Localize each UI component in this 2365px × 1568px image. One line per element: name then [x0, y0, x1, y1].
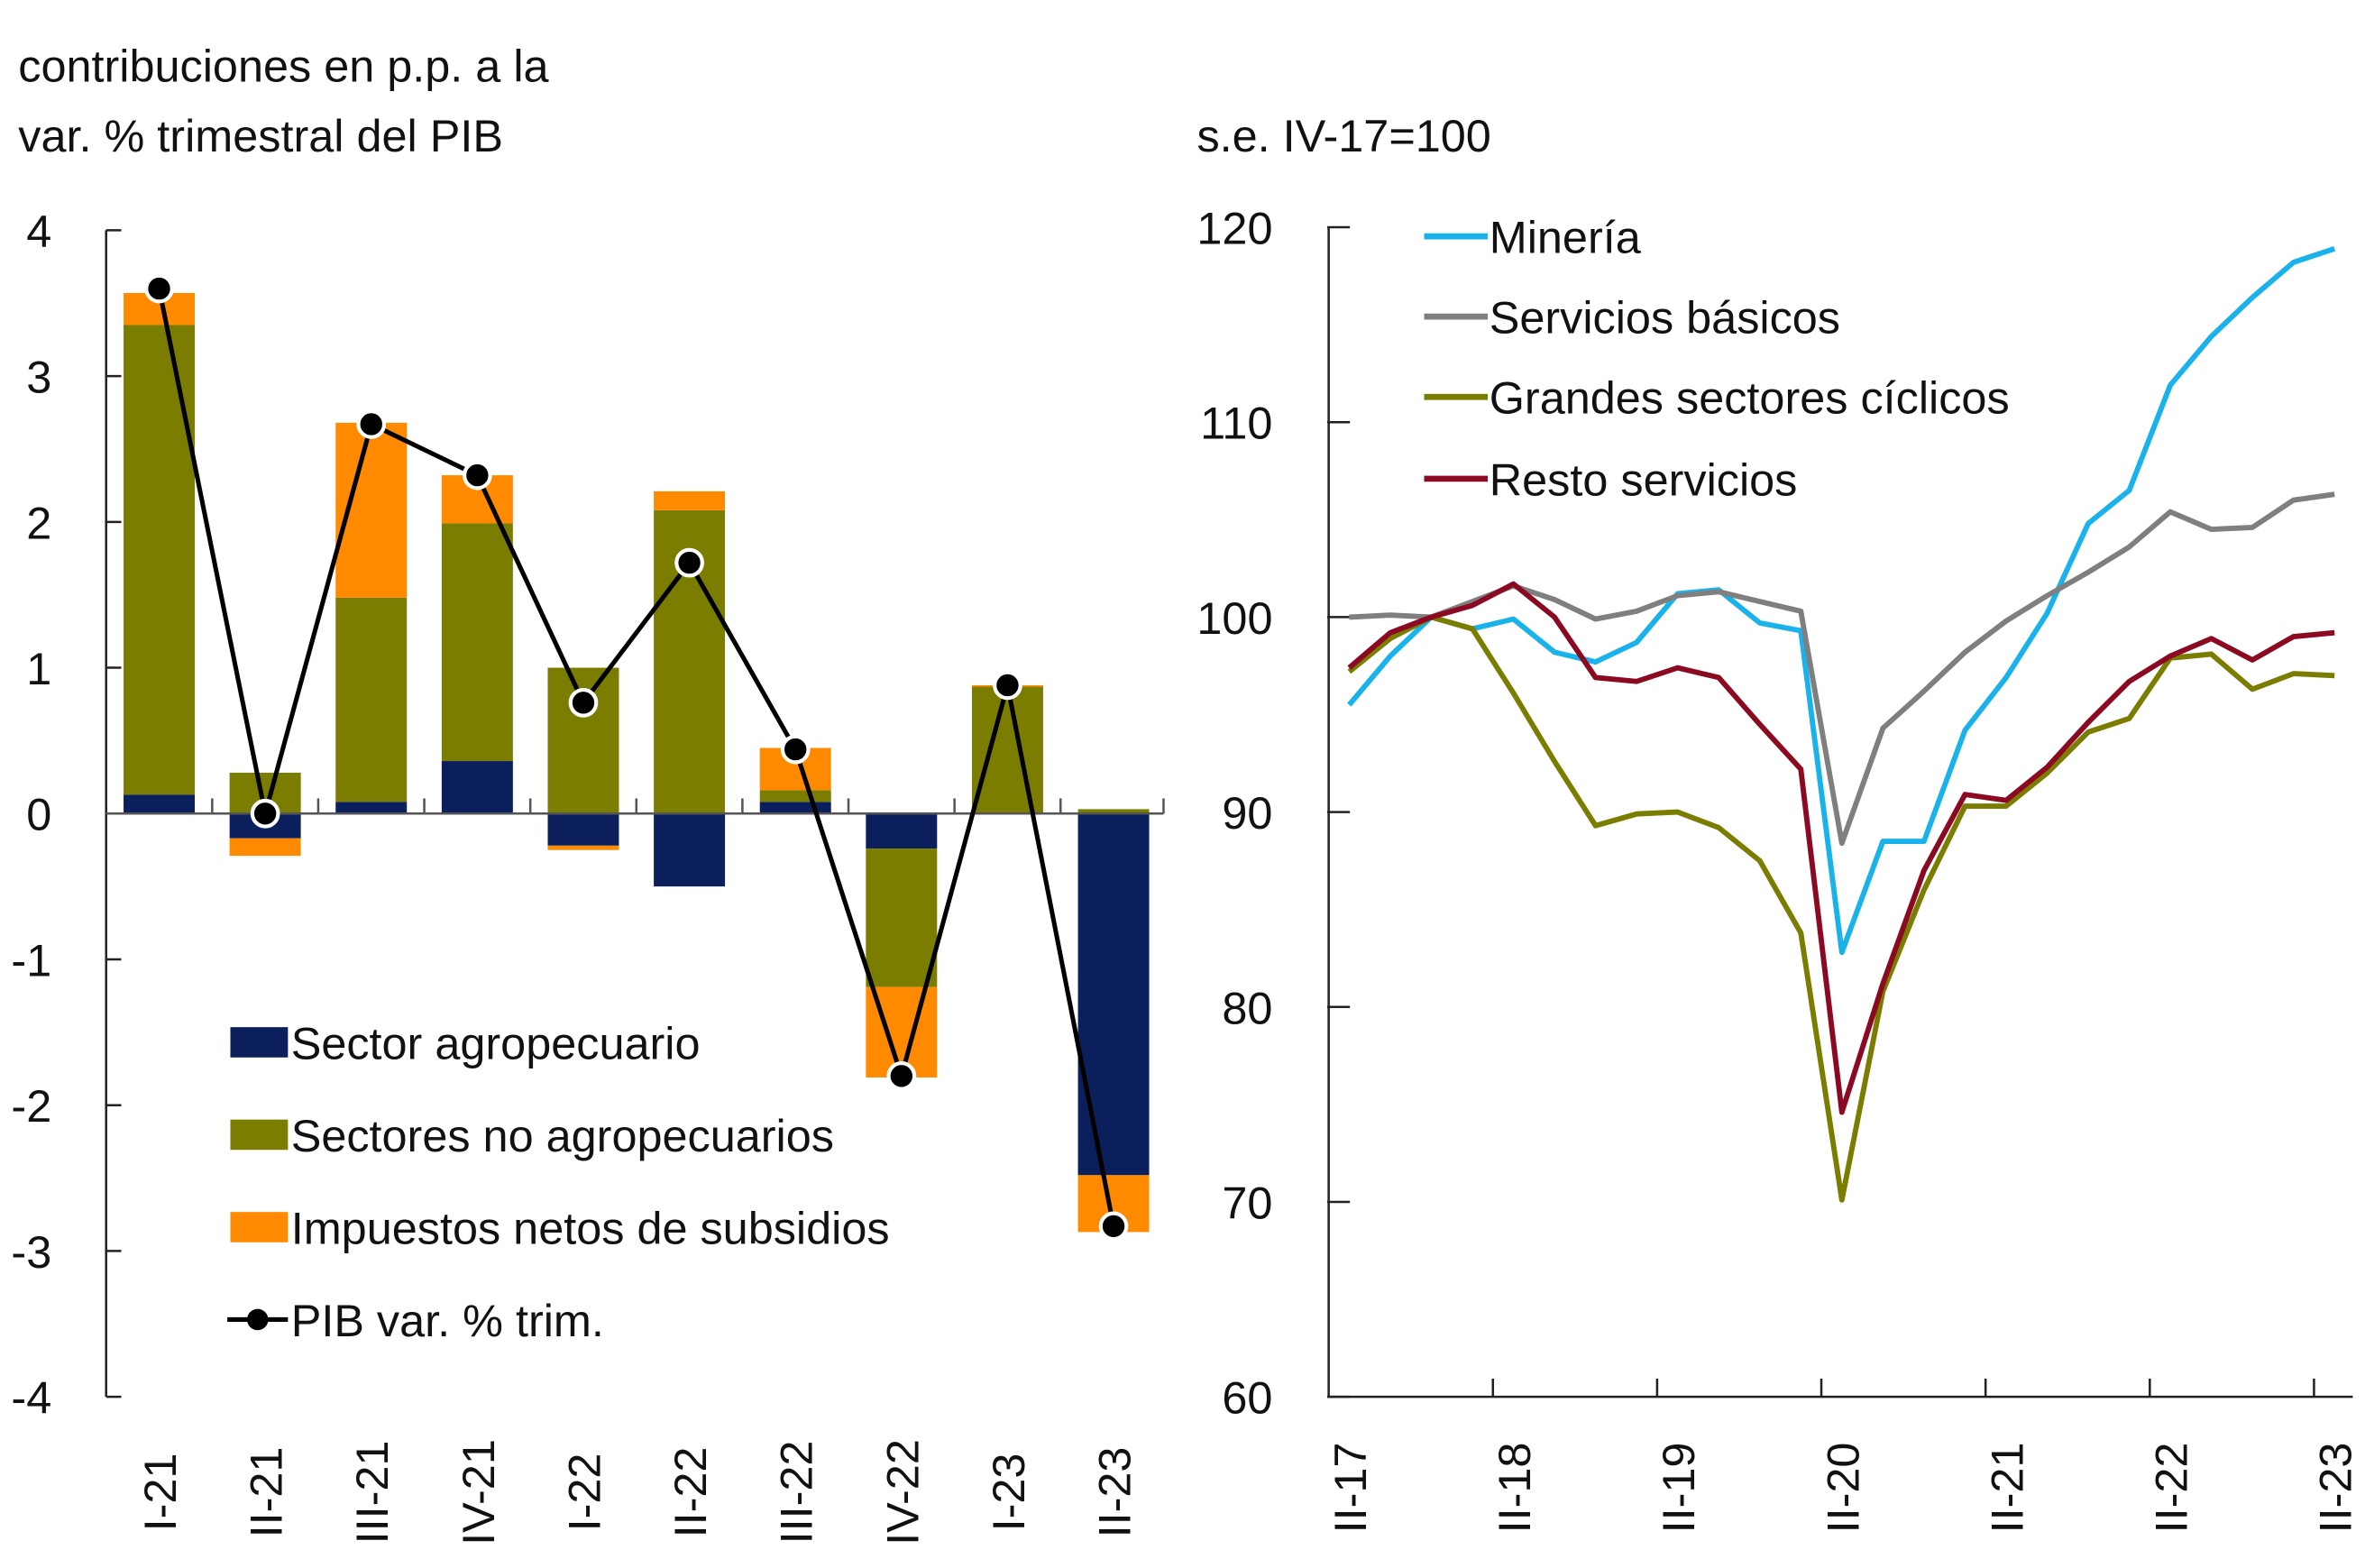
- y-tick-label: 110: [1200, 398, 1272, 449]
- bar-sectores-no-agropecuarios: [124, 325, 196, 795]
- sector-index-chart: s.e. IV-17=100 120 110 100 90 80 70 60 II-17 II-…: [1196, 110, 2360, 1533]
- bar-sector-agropecuario: [866, 813, 938, 849]
- y-tick-label: -2: [11, 1080, 51, 1132]
- x-tick-label: II-19: [1653, 1443, 1704, 1534]
- x-tick-label: II-18: [1489, 1443, 1540, 1534]
- y-tick-label: 60: [1222, 1372, 1272, 1424]
- y-tick-label: 120: [1196, 203, 1272, 254]
- bar-impuestos-netos-de-subsidios: [547, 845, 619, 850]
- bar-sectores-no-agropecuarios: [866, 848, 938, 987]
- right-chart-title: s.e. IV-17=100: [1196, 110, 1490, 161]
- legend-label: Grandes sectores cíclicos: [1490, 372, 2010, 424]
- series-line-3: [1347, 581, 2335, 1115]
- pib-point: [780, 734, 811, 765]
- legend-label: PIB var. % trim.: [291, 1295, 604, 1346]
- legend-label: Minería: [1490, 212, 1642, 263]
- bar-sector-agropecuario: [759, 802, 831, 814]
- gdp-contributions-chart: contribuciones en p.p. a la var. % trime…: [11, 41, 1165, 1545]
- y-tick-label: 4: [26, 206, 51, 257]
- legend-point-marker: [246, 1308, 269, 1331]
- series-line-0: [1347, 246, 2336, 956]
- y-tick-label: 70: [1222, 1177, 1272, 1228]
- x-tick-label: II-17: [1325, 1443, 1376, 1534]
- left-chart-title-line-1: contribuciones en p.p. a la: [18, 41, 549, 92]
- legend-label: Sectores no agropecuarios: [291, 1110, 834, 1161]
- pib-point: [144, 273, 174, 304]
- pib-point: [1098, 1211, 1129, 1242]
- bar-sector-agropecuario: [1077, 813, 1150, 1176]
- pib-point: [250, 798, 280, 829]
- x-tick-label: III-21: [346, 1441, 398, 1545]
- bar-sector-agropecuario: [124, 794, 196, 814]
- bar-impuestos-netos-de-subsidios: [654, 491, 726, 510]
- bar-sector-agropecuario: [547, 813, 619, 846]
- y-tick-label: -1: [11, 934, 51, 986]
- bar-sector-agropecuario: [654, 813, 726, 887]
- pib-point: [886, 1060, 917, 1091]
- y-tick-label: 80: [1222, 982, 1272, 1033]
- x-tick-label: II-23: [2310, 1443, 2361, 1534]
- legend-swatch: [230, 1212, 289, 1242]
- pib-point: [674, 547, 704, 578]
- bar-sectores-no-agropecuarios: [759, 790, 831, 802]
- left-chart-title-line-2: var. % trimestral del PIB: [18, 110, 503, 161]
- x-tick-label: II-21: [241, 1447, 292, 1538]
- pib-point: [568, 687, 599, 718]
- y-tick-label: 1: [26, 643, 51, 694]
- x-tick-label: IV-22: [876, 1439, 928, 1545]
- x-tick-label: I-23: [983, 1453, 1034, 1532]
- x-tick-label: II-22: [2146, 1443, 2197, 1534]
- y-tick-label: 0: [26, 789, 51, 840]
- x-tick-label: I-22: [558, 1453, 610, 1532]
- x-tick-label: II-22: [665, 1447, 716, 1538]
- legend-label: Sector agropecuario: [291, 1017, 701, 1068]
- pib-point: [356, 409, 387, 439]
- legend-swatch: [230, 1027, 289, 1058]
- legend-label: Servicios básicos: [1490, 292, 1840, 344]
- bar-sector-agropecuario: [441, 761, 513, 814]
- x-tick-label: II-20: [1817, 1443, 1868, 1534]
- y-tick-label: -3: [11, 1226, 51, 1278]
- x-tick-label: II-23: [1089, 1447, 1141, 1538]
- y-tick-label: 90: [1222, 787, 1272, 839]
- y-tick-label: 2: [26, 497, 51, 548]
- pib-point: [462, 460, 492, 491]
- y-tick-label: 100: [1196, 592, 1272, 644]
- x-tick-label: IV-21: [453, 1439, 504, 1545]
- pib-line: [157, 288, 1116, 1227]
- legend-swatch: [230, 1119, 289, 1151]
- y-tick-label: -4: [11, 1372, 51, 1424]
- bar-sectores-no-agropecuarios: [441, 523, 513, 762]
- x-tick-label: II-21: [1981, 1443, 2032, 1534]
- legend-label: Resto servicios: [1490, 454, 1798, 505]
- x-tick-label: I-21: [134, 1453, 186, 1532]
- pib-point: [993, 670, 1022, 701]
- y-tick-label: 3: [26, 352, 51, 403]
- bar-sector-agropecuario: [335, 802, 408, 814]
- bar-sectores-no-agropecuarios: [971, 686, 1043, 814]
- x-tick-label: III-22: [771, 1441, 822, 1545]
- bar-sectores-no-agropecuarios: [335, 597, 408, 802]
- bar-impuestos-netos-de-subsidios: [229, 838, 301, 857]
- bar-sectores-no-agropecuarios: [1077, 809, 1150, 814]
- legend-label: Impuestos netos de subsidios: [291, 1202, 890, 1253]
